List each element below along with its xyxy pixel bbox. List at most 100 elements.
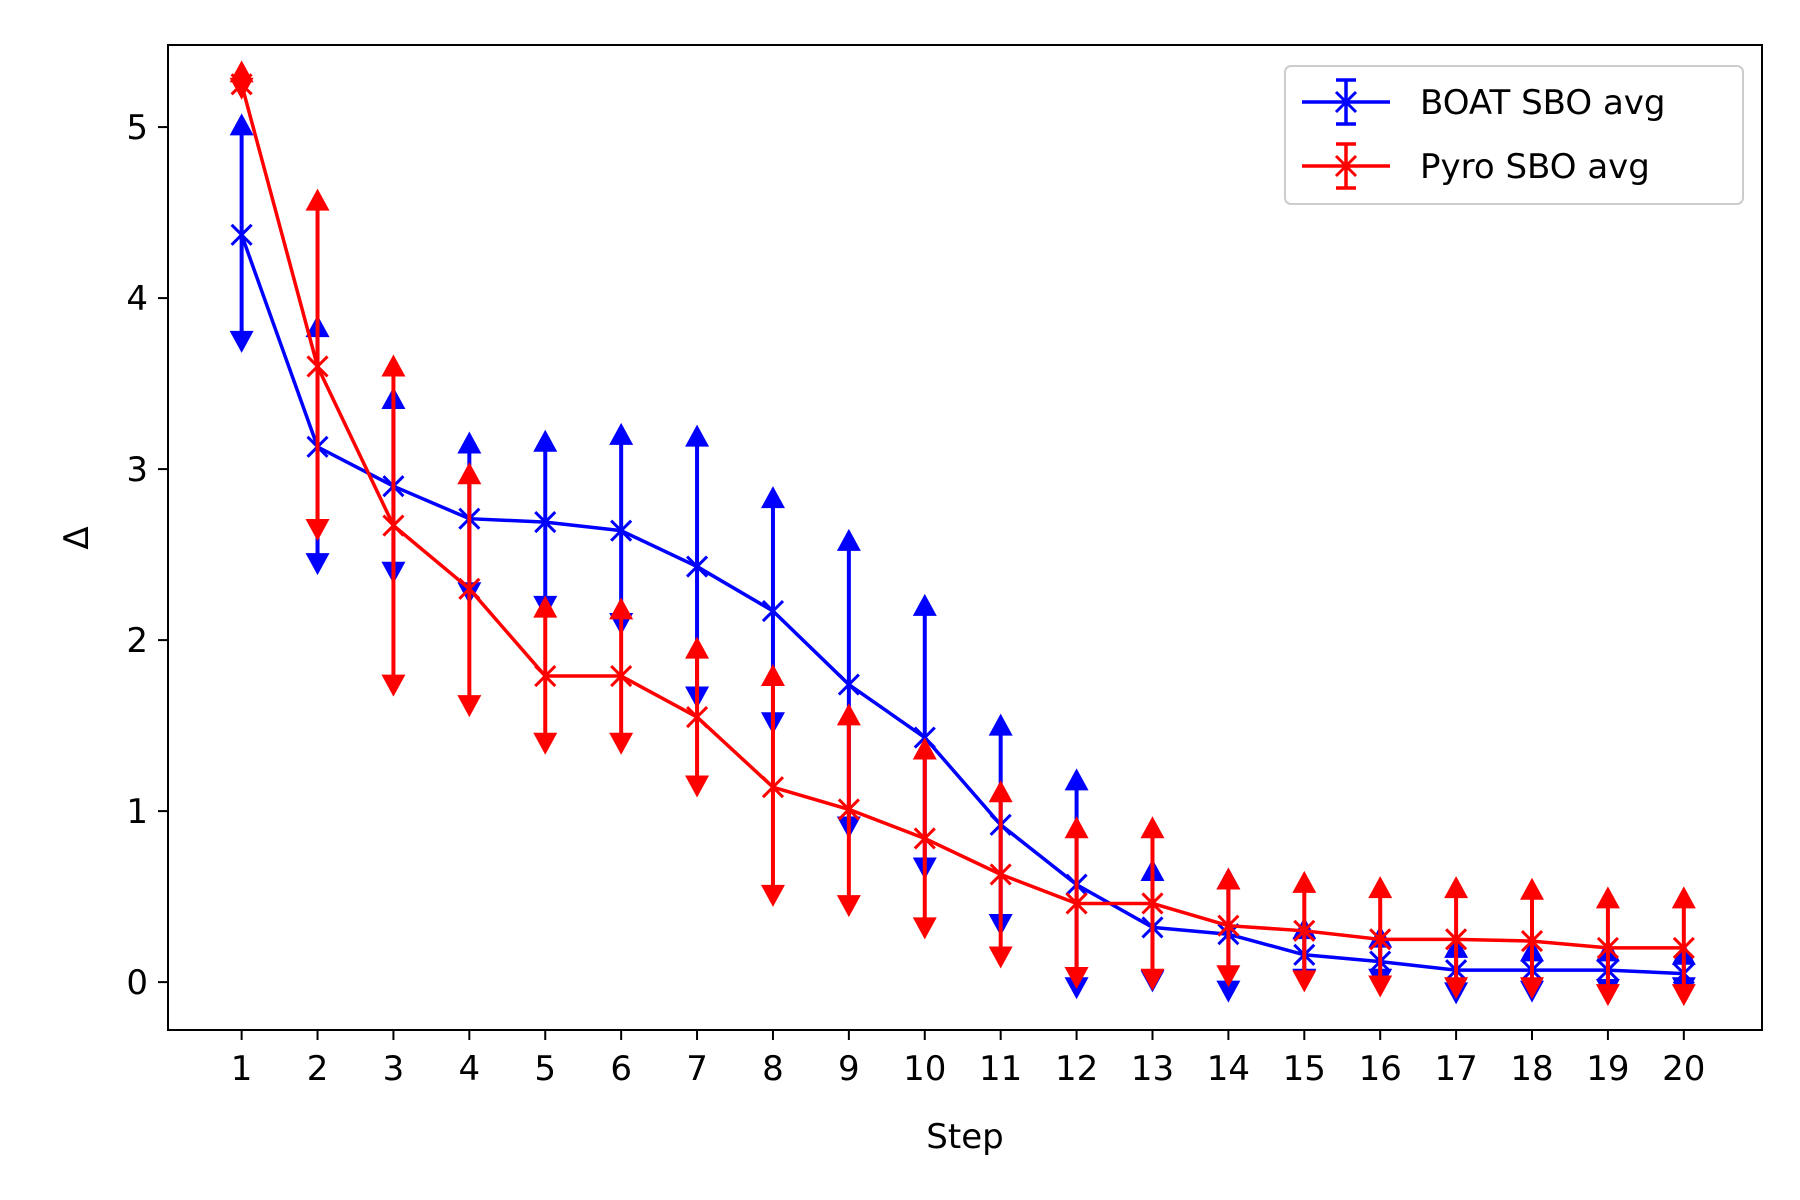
series-2-upper-arrow: [1292, 870, 1317, 893]
series-2-lower-arrow: [533, 732, 558, 755]
x-tick-label: 1: [231, 1049, 253, 1089]
y-tick-label: 5: [126, 108, 148, 148]
series-2-point: [1293, 919, 1316, 942]
series-1-point: [610, 519, 633, 542]
series-2-upper-arrow: [533, 595, 558, 618]
x-tick-label: 15: [1283, 1049, 1326, 1089]
series-2-lower-arrow: [609, 732, 634, 755]
series-1-upper-arrow: [912, 593, 937, 616]
series-1-upper-arrow: [685, 424, 710, 447]
x-axis-label: Step: [926, 1117, 1003, 1157]
y-tick-label: 1: [126, 792, 148, 832]
series-2: [229, 60, 1696, 1007]
series-2-point: [1065, 892, 1088, 915]
x-tick-label: 18: [1510, 1049, 1553, 1089]
series-2-point-stroke: [989, 863, 1012, 886]
series-2-point: [230, 73, 253, 96]
legend-entry-1-marker: [1334, 90, 1358, 114]
series-2-lower-arrow: [457, 695, 482, 718]
series-2-upper-arrow: [1520, 877, 1545, 900]
series-1-point: [837, 673, 860, 696]
series-2-point: [913, 827, 936, 850]
series-2-point: [1141, 892, 1164, 915]
series-1-upper-arrow: [609, 422, 634, 445]
series-2-upper-arrow: [1368, 876, 1393, 899]
series-1-point-stroke: [610, 519, 633, 542]
series-1-point: [761, 599, 785, 623]
series-2-point-stroke: [837, 798, 860, 821]
series-2-point: [761, 776, 785, 799]
series-2-lower-arrow: [1292, 970, 1317, 993]
y-tick-label: 2: [126, 621, 148, 661]
series-2-point-stroke: [610, 664, 633, 688]
series-2-point-stroke: [1217, 914, 1240, 937]
series-2-lower-arrow: [1520, 977, 1545, 1000]
series-2-lower-arrow: [1140, 968, 1165, 991]
series-1-lower-arrow: [1216, 980, 1241, 1003]
series-2-line: [239, 83, 1684, 950]
series-2-point-stroke: [1596, 936, 1619, 959]
legend-entry-2-marker: [1334, 154, 1358, 178]
series-2-point-stroke: [1520, 930, 1544, 953]
series-1-upper-arrow: [1064, 768, 1089, 791]
y-tick-label: 3: [126, 450, 148, 490]
legend-entry-1-marker-stroke: [1334, 90, 1358, 114]
series-2-point-stroke: [913, 827, 936, 850]
series-2-point-stroke: [761, 776, 785, 799]
series-2-point: [306, 355, 329, 378]
series-2-lower-arrow: [836, 895, 861, 918]
legend-entry-1: BOAT SBO avg: [1302, 78, 1666, 126]
legend-entry-2-label: Pyro SBO avg: [1420, 147, 1650, 187]
series-2-upper-arrow: [1595, 886, 1620, 909]
series-1-upper-arrow: [760, 486, 785, 509]
series-2-upper-arrow: [1444, 876, 1469, 899]
series-2-lower-arrow: [1444, 977, 1469, 1000]
series-2-upper-arrow: [988, 780, 1013, 803]
series-2-point: [458, 577, 481, 600]
x-tick-label: 2: [307, 1049, 329, 1089]
series-2-point-stroke: [458, 577, 481, 600]
series-2-point: [837, 798, 860, 821]
x-tick-label: 5: [534, 1049, 556, 1089]
series-2-point-stroke: [1293, 919, 1316, 942]
series-2-lower-arrow: [1064, 966, 1089, 989]
x-tick-label: 4: [459, 1049, 481, 1089]
plot-marks: [229, 60, 1696, 1007]
y-tick-label: 4: [126, 279, 148, 319]
series-2-point-stroke: [1369, 928, 1392, 951]
series-1-point: [534, 511, 557, 534]
series-2-lower-arrow: [912, 917, 937, 940]
series-2-upper-arrow: [381, 354, 406, 377]
legend-entry-2: Pyro SBO avg: [1302, 142, 1650, 190]
series-2-point: [1369, 928, 1392, 951]
series-2-point: [534, 664, 557, 688]
plot-frame: [167, 44, 1763, 1031]
series-2-point-stroke: [230, 73, 253, 96]
x-tick-label: 14: [1207, 1049, 1250, 1089]
legend-entry-1-label: BOAT SBO avg: [1420, 83, 1666, 123]
series-2-lower-arrow: [685, 775, 710, 798]
x-tick-label: 11: [979, 1049, 1022, 1089]
legend-entry-2-marker-stroke: [1334, 154, 1358, 178]
x-tick-label: 13: [1131, 1049, 1174, 1089]
series-2-point-stroke: [1445, 928, 1468, 951]
series-2-upper-arrow: [1140, 816, 1165, 839]
series-2-point: [1217, 914, 1240, 937]
series-2-upper-arrow: [760, 664, 785, 687]
x-tick-label: 16: [1359, 1049, 1402, 1089]
series-1-point-stroke: [761, 599, 785, 623]
legend: BOAT SBO avg Pyro SBO avg: [1284, 65, 1744, 205]
series-1-upper-arrow: [988, 713, 1013, 736]
series-2-point: [1445, 928, 1468, 951]
series-2-point: [610, 664, 633, 688]
series-2-upper-arrow: [836, 703, 861, 726]
series-2-point: [1596, 936, 1619, 959]
series-2-upper-arrow: [457, 462, 482, 485]
series-2-point-stroke: [382, 514, 405, 537]
x-tick-label: 6: [610, 1049, 632, 1089]
series-2-upper-arrow: [305, 188, 330, 211]
series-1-upper-arrow: [836, 528, 861, 551]
series-2-point: [382, 514, 405, 537]
series-1-lower-arrow: [305, 553, 330, 576]
